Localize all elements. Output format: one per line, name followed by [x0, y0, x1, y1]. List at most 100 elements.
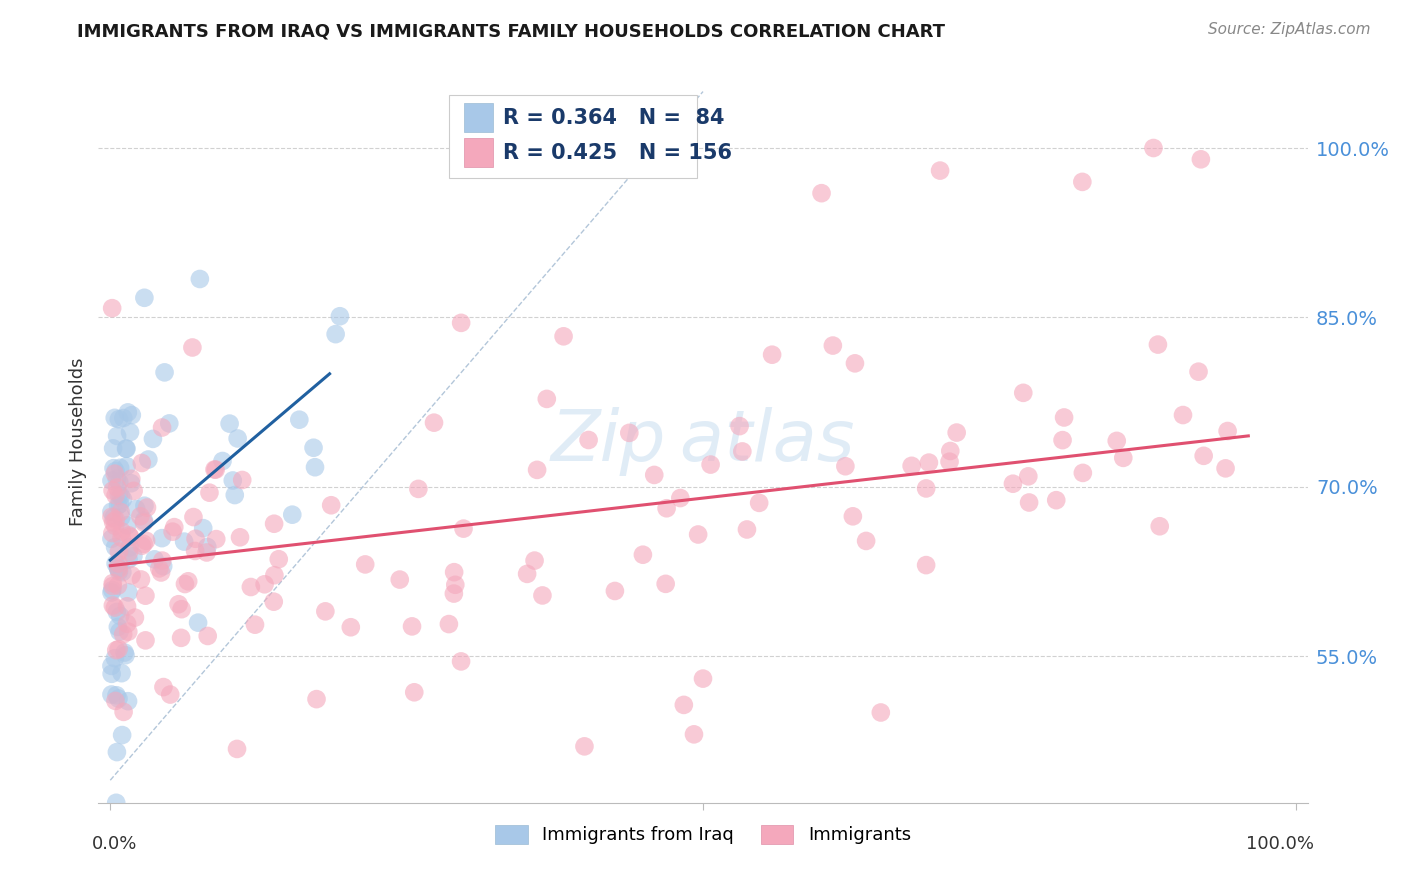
Point [152, 559, 174, 574]
Point [198, 485, 221, 500]
FancyBboxPatch shape [464, 138, 492, 167]
Point [107, 499, 129, 513]
Point [117, 624, 139, 639]
Point [197, 629, 219, 643]
Point [117, 585, 139, 599]
Text: Source: ZipAtlas.com: Source: ZipAtlas.com [1208, 22, 1371, 37]
Point [1071, 175, 1094, 189]
Point [450, 316, 472, 330]
Point [104, 540, 127, 554]
Point [105, 745, 128, 759]
Point [150, 531, 173, 545]
Point [100, 688, 122, 702]
Point [153, 365, 176, 379]
Point [1045, 493, 1067, 508]
Point [526, 463, 548, 477]
Point [104, 467, 127, 481]
Point [1071, 466, 1094, 480]
Point [302, 441, 325, 455]
Point [821, 338, 844, 352]
Point [107, 642, 129, 657]
Point [388, 573, 411, 587]
Point [869, 706, 891, 720]
Point [218, 417, 240, 431]
Point [339, 620, 361, 634]
Y-axis label: Family Households: Family Households [69, 358, 87, 525]
Point [101, 442, 124, 456]
Point [124, 610, 146, 624]
Point [118, 545, 141, 559]
Point [110, 666, 132, 681]
Point [177, 574, 200, 589]
Point [134, 633, 156, 648]
Point [162, 524, 184, 539]
Text: IMMIGRANTS FROM IRAQ VS IMMIGRANTS FAMILY HOUSEHOLDS CORRELATION CHART: IMMIGRANTS FROM IRAQ VS IMMIGRANTS FAMIL… [77, 22, 945, 40]
Point [226, 432, 249, 446]
Legend: Immigrants from Iraq, Immigrants: Immigrants from Iraq, Immigrants [488, 818, 918, 852]
Point [443, 565, 465, 579]
Point [735, 523, 758, 537]
Point [132, 537, 155, 551]
Point [918, 456, 941, 470]
Point [167, 597, 190, 611]
Point [104, 410, 127, 425]
Point [142, 432, 165, 446]
Point [195, 545, 218, 559]
Point [619, 425, 641, 440]
Point [107, 557, 129, 571]
Point [692, 672, 714, 686]
Point [111, 524, 134, 539]
Point [112, 492, 135, 507]
Point [105, 472, 128, 486]
Point [1105, 434, 1128, 448]
Point [108, 497, 131, 511]
Point [125, 502, 148, 516]
Point [193, 521, 215, 535]
Point [110, 531, 132, 545]
Point [107, 561, 129, 575]
Point [136, 500, 159, 515]
Point [121, 568, 143, 582]
Point [101, 583, 124, 598]
Point [401, 619, 423, 633]
Point [531, 589, 554, 603]
Point [915, 482, 938, 496]
Point [107, 578, 129, 592]
Point [118, 541, 141, 555]
Point [101, 526, 124, 541]
Point [110, 510, 132, 524]
Point [731, 444, 754, 458]
Point [101, 483, 124, 498]
Point [157, 417, 180, 431]
Point [152, 680, 174, 694]
Point [915, 558, 938, 573]
Point [105, 688, 128, 702]
Point [184, 532, 207, 546]
Point [108, 544, 131, 558]
Point [100, 585, 122, 599]
Point [183, 510, 205, 524]
Point [115, 442, 138, 456]
Point [443, 586, 465, 600]
Point [134, 589, 156, 603]
Point [107, 691, 129, 706]
Point [115, 442, 138, 456]
Point [105, 643, 128, 657]
Point [329, 310, 352, 324]
Point [938, 455, 960, 469]
Point [117, 552, 139, 566]
FancyBboxPatch shape [464, 103, 492, 132]
Point [229, 530, 252, 544]
Point [101, 576, 124, 591]
Point [181, 341, 204, 355]
Point [112, 627, 135, 641]
Point [288, 413, 311, 427]
Point [134, 291, 156, 305]
Point [523, 553, 546, 567]
Point [834, 459, 856, 474]
Point [100, 509, 122, 524]
Point [120, 530, 142, 544]
Point [1147, 337, 1170, 351]
Point [117, 694, 139, 708]
Point [131, 456, 153, 470]
